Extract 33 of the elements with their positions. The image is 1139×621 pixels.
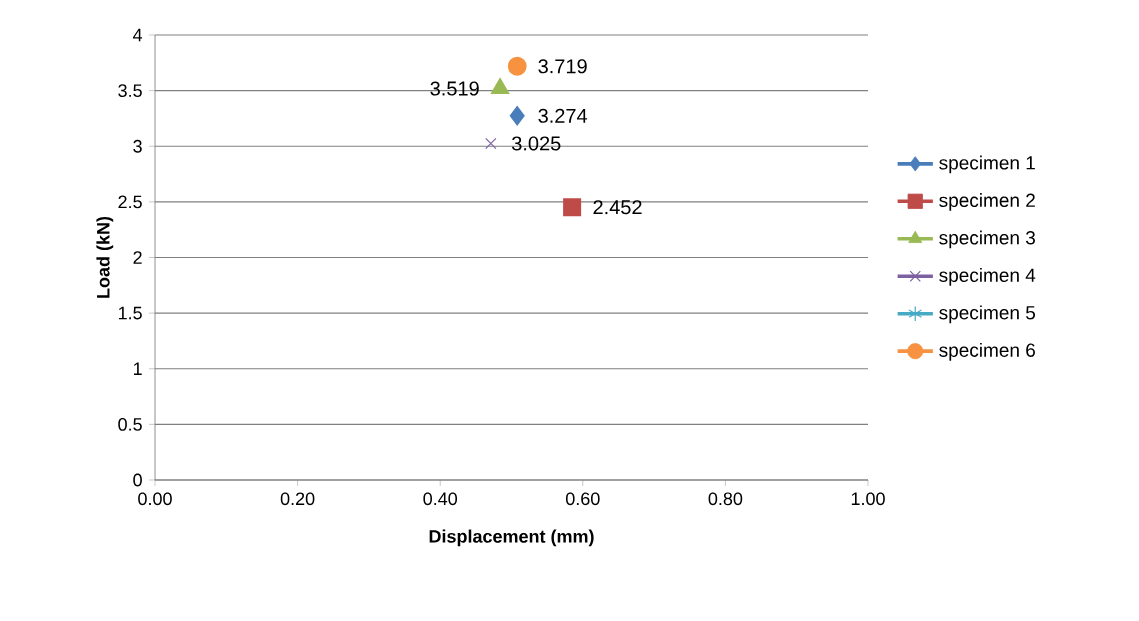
data-label: 2.452: [593, 200, 642, 215]
point: [491, 79, 509, 95]
y-tick-label: 3: [133, 139, 142, 153]
legend-label: specimen 6: [939, 342, 1035, 361]
data-label: 3.025: [511, 136, 561, 151]
legend-label: specimen 5: [939, 305, 1036, 324]
y-tick-label: 3.5: [118, 84, 142, 98]
point: [510, 106, 525, 125]
point: [485, 137, 497, 150]
x-tick-label: 1.00: [851, 492, 885, 506]
legend-label: specimen 2: [939, 193, 1035, 211]
legend-label: specimen 4: [939, 268, 1036, 286]
legend-label: specimen 1: [939, 155, 1035, 174]
x-tick-label: 0.40: [423, 492, 458, 506]
x-tick-label: 0.00: [138, 492, 172, 506]
x-tick-label: 0.80: [708, 492, 743, 506]
point: [507, 56, 527, 76]
point: [563, 198, 582, 217]
y-tick-label: 1: [133, 362, 142, 375]
data-label: 3.719: [538, 59, 587, 74]
y-tick-label: 0.5: [118, 417, 142, 431]
legend-label: specimen 3: [939, 230, 1035, 249]
y-tick-label: 2.5: [118, 195, 142, 209]
data-label: 3.519: [430, 81, 479, 96]
y-tick-label: 4: [133, 28, 143, 42]
y-tick-label: 1.5: [118, 306, 142, 320]
x-tick-label: 0.20: [280, 492, 315, 506]
x-axis-title: Displacement (mm): [429, 529, 594, 547]
y-axis-title: Load (kN): [96, 216, 114, 298]
y-tick-label: 0: [133, 473, 142, 487]
x-tick-label: 0.60: [565, 492, 600, 506]
data-label: 3.274: [538, 108, 588, 123]
y-tick-label: 2: [133, 251, 142, 264]
